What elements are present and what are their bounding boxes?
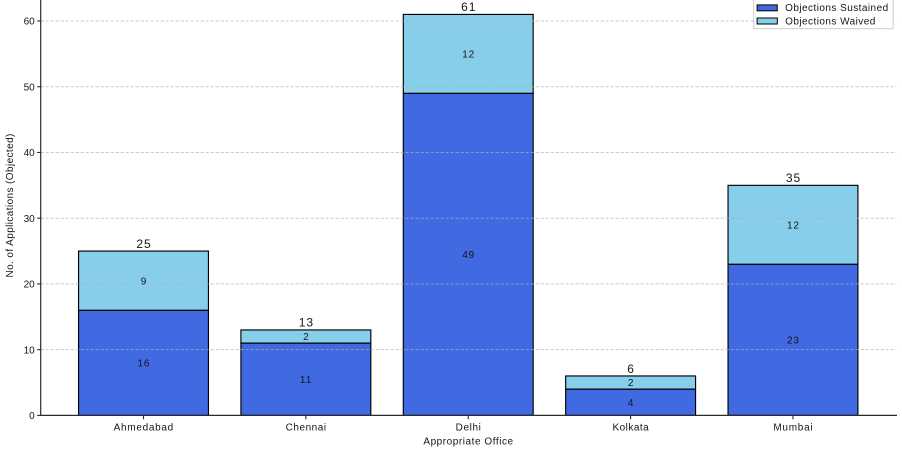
svg-text:30: 30: [24, 214, 36, 225]
svg-text:13: 13: [299, 316, 314, 330]
svg-text:60: 60: [24, 17, 36, 28]
svg-text:12: 12: [787, 220, 800, 231]
svg-text:9: 9: [141, 276, 147, 287]
svg-text:20: 20: [24, 280, 36, 291]
svg-text:40: 40: [24, 148, 36, 159]
svg-text:2: 2: [628, 378, 634, 389]
svg-text:6: 6: [627, 362, 635, 376]
svg-text:16: 16: [138, 358, 151, 369]
svg-text:Mumbai: Mumbai: [773, 422, 813, 433]
svg-text:50: 50: [24, 82, 36, 93]
svg-text:25: 25: [136, 237, 151, 251]
svg-text:0: 0: [29, 411, 35, 422]
svg-text:11: 11: [300, 375, 313, 386]
svg-text:Chennai: Chennai: [286, 422, 327, 433]
svg-text:2: 2: [303, 332, 309, 343]
svg-text:23: 23: [787, 335, 800, 346]
svg-text:61: 61: [461, 0, 476, 14]
svg-text:10: 10: [24, 345, 36, 356]
svg-text:Objections Sustained: Objections Sustained: [785, 3, 889, 14]
svg-text:Objections Waived: Objections Waived: [785, 16, 876, 27]
svg-text:Appropriate Office: Appropriate Office: [423, 437, 513, 448]
svg-text:No. of Applications (Objected): No. of Applications (Objected): [5, 133, 16, 277]
svg-text:4: 4: [628, 398, 634, 409]
svg-text:49: 49: [462, 250, 475, 261]
svg-text:Ahmedabad: Ahmedabad: [114, 422, 174, 433]
svg-text:Delhi: Delhi: [456, 422, 482, 433]
svg-text:12: 12: [462, 50, 475, 61]
svg-text:Kolkata: Kolkata: [612, 422, 649, 433]
svg-text:35: 35: [786, 171, 801, 185]
